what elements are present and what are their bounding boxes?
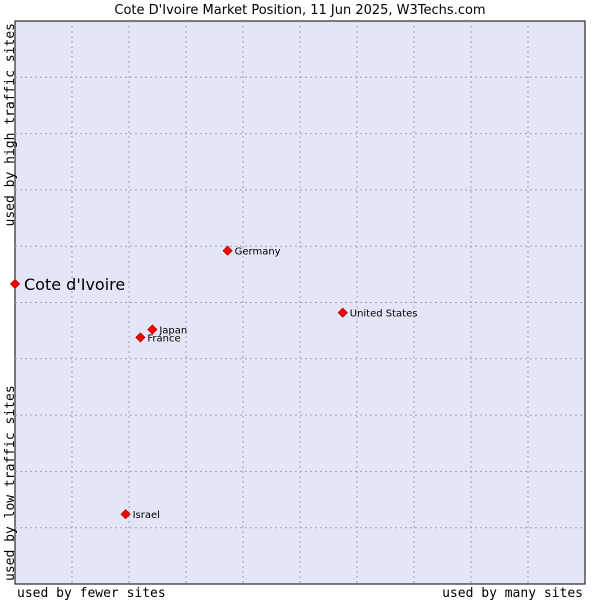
- y-axis-label-high: used by high traffic sites: [3, 23, 18, 227]
- point-marker-cote-d-ivoire: [9, 278, 21, 289]
- point-marker-united-states: [337, 307, 348, 318]
- point-marker-france: [135, 332, 146, 343]
- x-axis-label-low: used by fewer sites: [17, 586, 166, 600]
- point-label-united-states: United States: [350, 309, 418, 320]
- point-label-germany: Germany: [235, 247, 281, 258]
- point-marker-germany: [222, 245, 233, 256]
- point-label-france: France: [147, 333, 180, 344]
- point-marker-israel: [120, 509, 131, 520]
- point-label-cote-d-ivoire: Cote d'Ivoire: [24, 275, 125, 294]
- x-axis-label-high: used by many sites: [442, 586, 583, 600]
- chart-title: Cote D'Ivoire Market Position, 11 Jun 20…: [114, 3, 485, 18]
- y-axis-label-low: used by low traffic sites: [3, 385, 18, 581]
- point-marker-japan: [147, 324, 158, 335]
- grid-lines: [15, 21, 585, 584]
- point-label-israel: Israel: [133, 510, 160, 521]
- point-label-japan: Japan: [158, 326, 187, 337]
- data-points: Cote d'Ivoire Germany United States JapanFr…: [9, 245, 418, 521]
